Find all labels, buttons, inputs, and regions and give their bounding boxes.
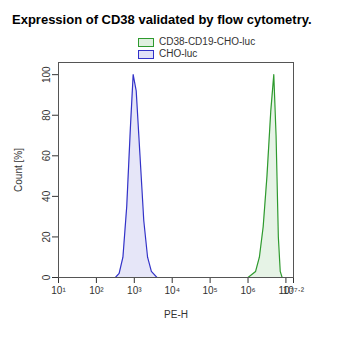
svg-text:10²: 10² bbox=[89, 285, 104, 296]
svg-text:80: 80 bbox=[41, 109, 52, 121]
svg-text:10³: 10³ bbox=[127, 285, 142, 296]
svg-text:40: 40 bbox=[41, 190, 52, 202]
html-text:CHO-luc: CHO-luc bbox=[159, 48, 198, 59]
svg-text:10⁴: 10⁴ bbox=[164, 285, 179, 296]
svg-text:10⁷·²: 10⁷·² bbox=[283, 285, 305, 296]
html-text:CD38-CD19-CHO-luc: CD38-CD19-CHO-luc bbox=[159, 36, 256, 47]
svg-text:10⁵: 10⁵ bbox=[202, 285, 217, 296]
svg-text:100: 100 bbox=[41, 66, 52, 83]
svg-text:PE-H: PE-H bbox=[164, 309, 188, 320]
svg-text:10⁶: 10⁶ bbox=[240, 285, 255, 296]
svg-text:10¹: 10¹ bbox=[51, 285, 66, 296]
svg-text:Count [%]: Count [%] bbox=[13, 148, 24, 192]
svg-text:60: 60 bbox=[41, 150, 52, 162]
svg-text:0: 0 bbox=[41, 274, 52, 280]
svg-text:20: 20 bbox=[41, 231, 52, 243]
html-text:Expression of CD38 validated b: Expression of CD38 validated by flow cyt… bbox=[12, 12, 312, 27]
